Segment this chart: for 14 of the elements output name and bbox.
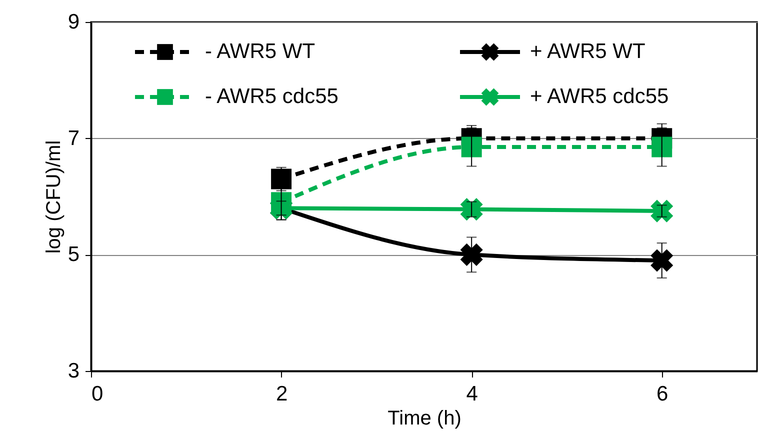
x-tick-label: 6 xyxy=(656,382,668,406)
y-tick-label: 3 xyxy=(68,360,80,382)
x-axis-title: Time (h) xyxy=(388,408,462,430)
y-tick-label: 9 xyxy=(68,10,80,34)
y-tick-label: 5 xyxy=(68,243,80,266)
legend-label: - AWR5 cdc55 xyxy=(205,85,338,108)
x-tick-label: 2 xyxy=(276,382,288,406)
y-tick-label: 7 xyxy=(68,126,80,150)
legend-label: + AWR5 cdc55 xyxy=(530,85,669,108)
x-tick-label: 4 xyxy=(466,382,478,406)
legend-label: + AWR5 WT xyxy=(530,40,646,63)
y-axis-title: log (CFU)/ml xyxy=(42,140,65,254)
legend-label: - AWR5 WT xyxy=(205,40,316,63)
x-tick-label: 0 xyxy=(92,382,104,406)
